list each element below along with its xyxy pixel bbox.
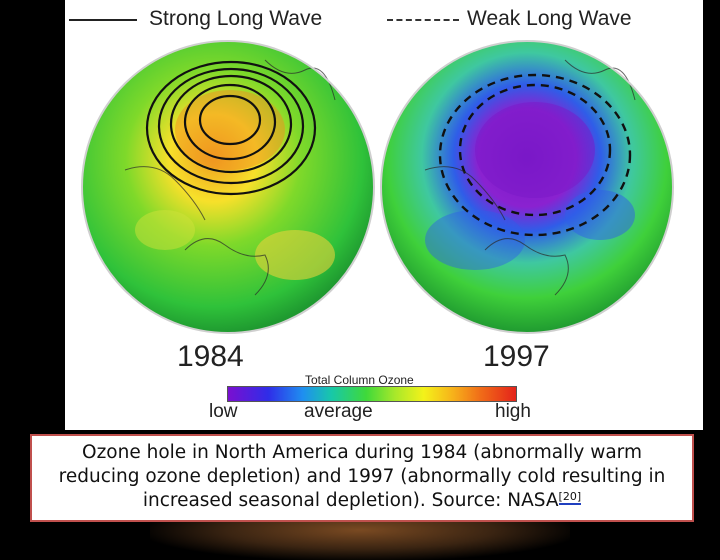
citation-link[interactable]: [20] xyxy=(558,490,582,505)
legend-strong-label: Strong Long Wave xyxy=(149,7,323,30)
ozone-color-scale xyxy=(227,386,517,402)
year-label-1984: 1984 xyxy=(177,340,244,373)
scale-title: Total Column Ozone xyxy=(305,373,414,387)
caption-text: Ozone hole in North America during 1984 … xyxy=(58,442,666,511)
scale-low-label: low xyxy=(209,401,238,422)
globe-1984 xyxy=(81,40,375,334)
year-label-1997: 1997 xyxy=(483,340,550,373)
globe-1997 xyxy=(380,40,674,334)
ozone-figure: Strong Long Wave Weak Long Wave 1984 199… xyxy=(65,0,703,430)
weak-long-wave-line xyxy=(387,19,459,21)
figure-caption: Ozone hole in North America during 1984 … xyxy=(30,434,694,522)
strong-long-wave-line xyxy=(69,19,137,21)
globes-graphic xyxy=(81,40,674,334)
scale-average-label: average xyxy=(304,401,373,422)
scale-high-label: high xyxy=(495,401,531,422)
legend-weak-label: Weak Long Wave xyxy=(467,7,632,30)
